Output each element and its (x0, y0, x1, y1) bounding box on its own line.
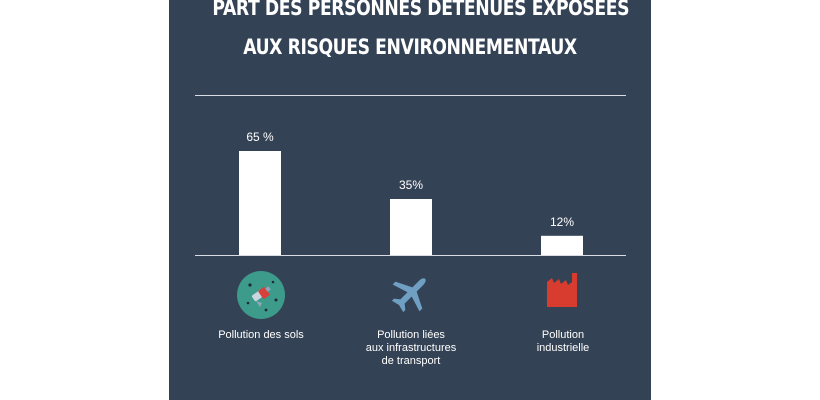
chart-title-line-1: PART DES PERSONNES DÉTENUES EXPOSÉES (212, 0, 630, 20)
chart-title-line-2: AUX RISQUES ENVIRONNEMENTAUX (243, 35, 577, 59)
infographic-panel: PART DES PERSONNES DÉTENUES EXPOSÉES AUX… (169, 0, 651, 400)
factory-icon (547, 273, 577, 307)
category-label-line: Pollution des sols (218, 329, 304, 341)
bar-1 (390, 199, 432, 255)
category-label-transport: Pollution liées aux infrastructures de t… (336, 329, 486, 368)
chart-baseline (195, 255, 626, 256)
title-divider (195, 95, 626, 96)
bar-chart: 65 % 35% 12% (239, 130, 583, 255)
airplane-icon (391, 278, 426, 313)
bar-value-label: 12% (550, 215, 574, 229)
category-label-line: Pollution (541, 329, 585, 341)
category-label-line: industrielle (536, 342, 590, 354)
category-label-soil: Pollution des sols (186, 329, 336, 342)
bar-0 (239, 151, 281, 255)
bar-2 (541, 235, 583, 255)
polluted-soil-icon (237, 271, 285, 319)
category-label-line: de transport (381, 355, 441, 367)
category-label-line: aux infrastructures (365, 342, 457, 354)
bar-value-label: 35% (399, 178, 423, 192)
category-label-industrial: Pollution industrielle (488, 329, 638, 355)
bar-value-label: 65 % (246, 130, 274, 144)
category-label-line: Pollution liées (377, 329, 445, 341)
